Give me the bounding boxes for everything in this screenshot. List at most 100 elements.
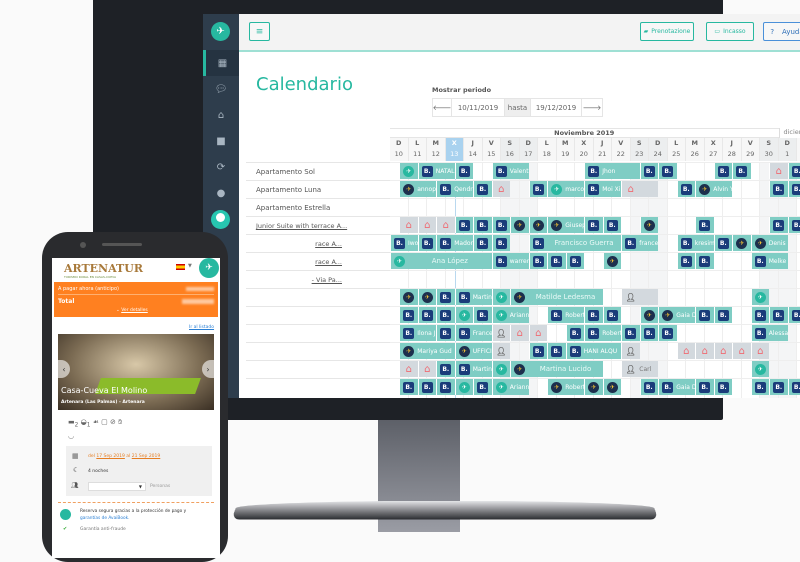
booking-expedia[interactable]: ✈ — [510, 217, 529, 233]
booking-booking[interactable]: B. — [769, 181, 788, 197]
booking-booking[interactable]: B. — [603, 307, 622, 323]
next-photo-button[interactable]: › — [202, 360, 214, 378]
booking-expedia[interactable]: ✈UFFICI — [455, 343, 492, 359]
booking-booking[interactable]: B. — [547, 343, 566, 359]
room-label[interactable]: Junior Suite with terrace A... — [246, 216, 390, 234]
day-number[interactable]: 14 — [464, 148, 483, 161]
booking-avaibook[interactable]: ✈ — [492, 289, 511, 305]
prev-photo-button[interactable]: ‹ — [58, 360, 70, 378]
date-to-link[interactable]: 21 Sep 2019 — [132, 454, 161, 459]
booking-booking[interactable]: B. — [436, 307, 455, 323]
booking-expedia[interactable]: ✈ — [640, 217, 659, 233]
booking-airbnb[interactable]: ⌂ — [418, 217, 437, 233]
booking-blocked[interactable]: 👤︎ — [621, 343, 640, 359]
booking-airbnb[interactable]: ⌂ — [399, 217, 418, 233]
day-number[interactable]: 1 — [779, 148, 798, 161]
booking-booking[interactable]: B.Melke — [751, 253, 788, 269]
booking-booking[interactable]: B. — [640, 379, 659, 395]
booking-avaibook[interactable]: ✈ — [751, 361, 770, 377]
booking-airbnb[interactable]: ⌂ — [677, 343, 696, 359]
booking-booking[interactable]: B. — [436, 361, 455, 377]
booking-booking[interactable]: B. — [769, 217, 788, 233]
booking-booking[interactable]: B. — [529, 253, 548, 269]
day-number[interactable]: 27 — [705, 148, 724, 161]
spain-flag-icon[interactable] — [176, 264, 185, 270]
day-number[interactable]: 30 — [760, 148, 779, 161]
day-number[interactable]: 15 — [483, 148, 502, 161]
booking-booking[interactable]: B. — [529, 181, 548, 197]
booking-avaibook[interactable]: ✈Ana López — [390, 253, 492, 269]
guarantee-link[interactable]: garantías de AvaiBook. — [80, 516, 129, 521]
booking-booking[interactable]: B. — [677, 181, 696, 197]
booking-booking[interactable]: B. — [547, 253, 566, 269]
booking-booking[interactable]: B.Moi Xi — [584, 181, 621, 197]
booking-booking[interactable]: B.NATAL — [418, 163, 455, 179]
booking-booking[interactable]: B. — [788, 217, 800, 233]
booking-booking[interactable]: B. — [436, 379, 455, 395]
booking-booking[interactable]: B. — [732, 163, 751, 179]
booking-booking[interactable]: B.Ilona J — [399, 325, 436, 341]
date-from-link[interactable]: 17 Sep 2019 — [96, 454, 125, 459]
booking-booking[interactable]: B. — [492, 217, 511, 233]
booking-booking[interactable]: B.Gaia D — [658, 379, 695, 395]
booking-booking[interactable]: B. — [769, 307, 788, 323]
booking-booking[interactable]: B.Qendr — [436, 181, 473, 197]
booking-booking[interactable]: B. — [399, 379, 418, 395]
booking-expedia[interactable]: ✈ — [603, 253, 622, 269]
booking-avaibook[interactable]: ✈Ariann — [492, 307, 529, 323]
booking-expedia[interactable]: ✈Matilde Ledesma — [510, 289, 603, 305]
day-number[interactable]: 11 — [409, 148, 428, 161]
booking-booking[interactable]: B. — [566, 253, 585, 269]
booking-booking[interactable]: B. — [566, 325, 585, 341]
day-number[interactable]: 25 — [668, 148, 687, 161]
booking-booking[interactable]: B. — [695, 379, 714, 395]
booking-booking[interactable]: B. — [695, 253, 714, 269]
booking-expedia[interactable]: ✈annop — [399, 181, 436, 197]
booking-booking[interactable]: B.Robert — [547, 307, 584, 323]
booking-booking[interactable]: B. — [473, 217, 492, 233]
booking-expedia[interactable]: ✈Gaia D — [658, 307, 695, 323]
room-label[interactable]: race A... — [246, 252, 390, 270]
booking-expedia[interactable]: ✈Robert — [547, 379, 584, 395]
day-number[interactable]: 13 — [446, 148, 465, 161]
booking-airbnb[interactable]: ⌂ — [399, 361, 418, 377]
day-number[interactable]: 16 — [501, 148, 520, 161]
day-number[interactable]: 17 — [520, 148, 539, 161]
day-number[interactable]: 29 — [742, 148, 761, 161]
day-number[interactable]: 28 — [723, 148, 742, 161]
booking-airbnb[interactable]: ⌂ — [695, 343, 714, 359]
booking-avaibook[interactable]: ✈ — [455, 379, 474, 395]
day-number[interactable]: 20 — [575, 148, 594, 161]
booking-booking[interactable]: B.Iwo — [390, 235, 418, 251]
booking-airbnb[interactable]: ⌂ — [436, 217, 455, 233]
booking-booking[interactable]: B. — [677, 253, 696, 269]
booking-avaibook[interactable]: ✈ — [492, 361, 511, 377]
booking-booking[interactable]: B.Robert — [584, 325, 621, 341]
booking-blocked[interactable]: 👤︎ — [621, 289, 658, 305]
booking-expedia[interactable]: ✈ — [584, 379, 603, 395]
booking-airbnb[interactable]: ⌂ — [769, 163, 788, 179]
booking-avaibook[interactable]: ✈ — [399, 163, 418, 179]
booking-booking[interactable]: B.HANI ALQU — [566, 343, 622, 359]
day-number[interactable]: 23 — [631, 148, 650, 161]
booking-booking[interactable]: B. — [584, 307, 603, 323]
booking-booking[interactable]: B.Jhon — [584, 163, 640, 179]
booking-booking[interactable]: B. — [714, 163, 733, 179]
booking-booking[interactable]: B. — [714, 379, 733, 395]
booking-airbnb[interactable]: ⌂ — [492, 181, 511, 197]
booking-booking[interactable]: B. — [658, 325, 677, 341]
booking-expedia[interactable]: ✈Giusep — [547, 217, 584, 233]
day-number[interactable]: 24 — [649, 148, 668, 161]
day-number[interactable]: 18 — [538, 148, 557, 161]
booking-booking[interactable]: B. — [455, 217, 474, 233]
booking-booking[interactable]: B. — [418, 379, 437, 395]
booking-booking[interactable]: B. — [658, 163, 677, 179]
booking-avaibook[interactable]: ✈marco — [547, 181, 584, 197]
booking-booking[interactable]: B. — [584, 217, 603, 233]
booking-booking[interactable]: B. — [418, 307, 437, 323]
booking-booking[interactable]: B. — [399, 307, 418, 323]
back-to-list-link[interactable]: Ir al listado — [189, 325, 214, 330]
booking-booking[interactable]: B. — [640, 325, 659, 341]
booking-blocked[interactable]: 👤︎ — [492, 325, 511, 341]
booking-booking[interactable]: B. — [455, 163, 474, 179]
